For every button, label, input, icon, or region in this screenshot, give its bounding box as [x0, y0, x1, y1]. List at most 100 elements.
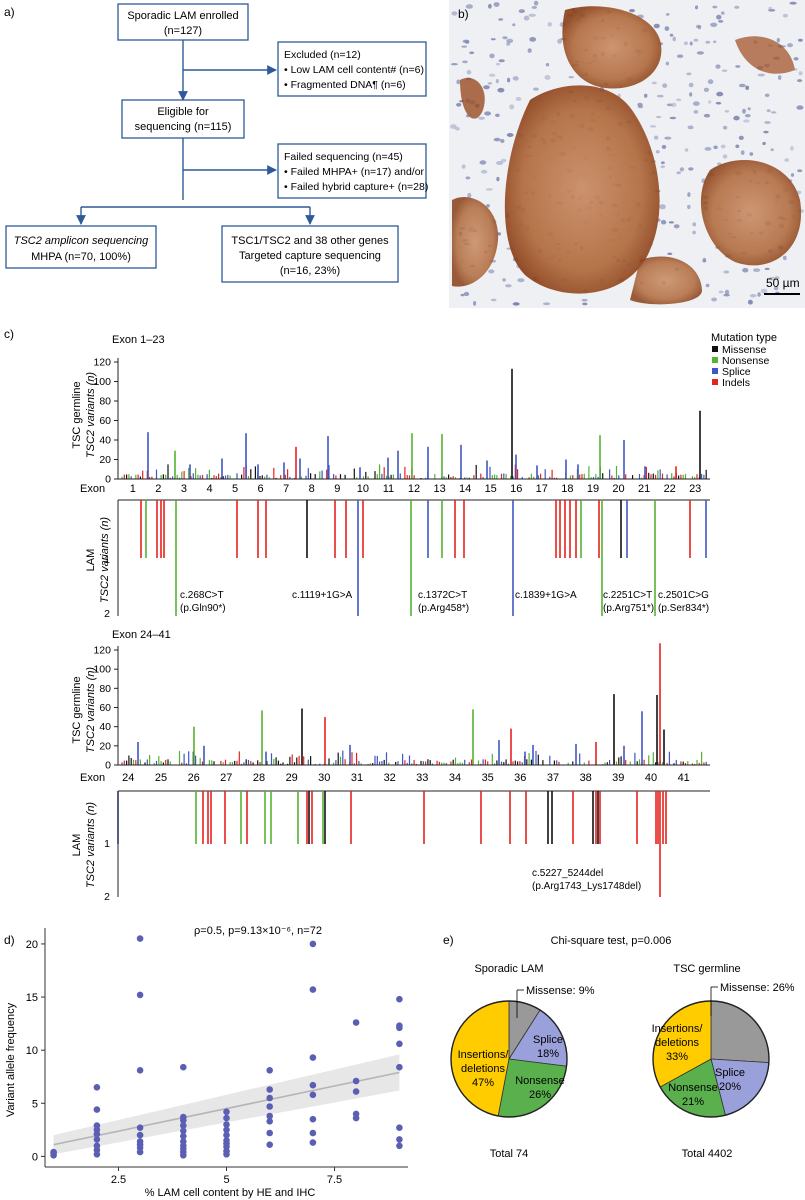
scatter-point [396, 1136, 403, 1143]
cell-nucleus [462, 39, 470, 43]
germline-y-tick-label: 40 [99, 721, 111, 733]
annotation-c2251: c.2251C>T [603, 590, 652, 601]
cell-nucleus [770, 148, 774, 152]
pie2-label-splice: Splice [715, 1067, 745, 1079]
annotation-c1119: c.1119+1G>A [292, 590, 353, 601]
capture-line-1: TSC1/TSC2 and 38 other genes [231, 235, 389, 247]
cell-nucleus [669, 33, 674, 37]
cell-nucleus [784, 158, 790, 162]
scatter-point [352, 1088, 360, 1095]
cell-nucleus [469, 51, 475, 55]
panel-a-flowchart: a) Sporadic LAM enrolled (n=127) Exclude… [4, 3, 428, 283]
cell-nucleus [544, 75, 551, 80]
cell-nucleus [668, 221, 675, 224]
pie1-label-splice: Splice [533, 1034, 563, 1046]
pie-slice [497, 1058, 567, 1118]
top-lam-ylabel-1: LAM [85, 549, 97, 572]
annotation-c1372-protein: (p.Arg458*) [418, 603, 469, 614]
enrolled-line-2: (n=127) [164, 25, 202, 37]
cell-nucleus [512, 76, 519, 81]
cell-nucleus [695, 5, 698, 10]
exon-label: 35 [482, 772, 494, 784]
cell-nucleus [705, 283, 710, 288]
cell-nucleus [456, 79, 461, 85]
cell-nucleus [672, 36, 676, 42]
germline-y-tick-label: 100 [93, 664, 111, 676]
cell-nucleus [466, 69, 472, 75]
capture-line-2: Targeted capture sequencing [239, 250, 381, 262]
scatter-point [180, 1063, 187, 1071]
cell-nucleus [506, 133, 514, 137]
bottom-germline-ylabel-1: TSC germline [71, 676, 83, 743]
cell-nucleus [716, 91, 724, 97]
scatter-point [266, 1094, 274, 1102]
lam-nodule-left [452, 196, 499, 287]
pie1-label-indels-pct: 47% [472, 1077, 494, 1089]
top-lam-tick-2: 2 [104, 608, 110, 620]
exon-label: 23 [689, 483, 701, 495]
cell-nucleus [461, 45, 468, 48]
pie1-label-nonsense-pct: 26% [529, 1089, 551, 1101]
eligible-line-2: sequencing (n=115) [135, 121, 232, 133]
cell-nucleus [451, 11, 458, 16]
excluded-line-3: • Fragmented DNA¶ (n=6) [284, 79, 406, 91]
cell-nucleus [760, 288, 768, 294]
cell-nucleus [643, 93, 648, 98]
scatter-point [136, 1131, 144, 1139]
cell-nucleus [688, 167, 694, 171]
top-annotations: c.268C>T (p.Gln90*) c.1119+1G>A c.1372C>… [180, 590, 709, 614]
cell-nucleus [473, 301, 477, 306]
cell-nucleus [692, 230, 696, 235]
exon-label: 8 [309, 483, 315, 495]
scatter-ylabel: Variant allele frequency [5, 1002, 17, 1117]
cell-nucleus [796, 105, 804, 110]
exon-label: 34 [449, 772, 461, 784]
cell-nucleus [703, 87, 710, 93]
germline-y-tick-label: 0 [105, 474, 111, 486]
cell-nucleus [533, 0, 539, 6]
exon-label: 6 [258, 483, 264, 495]
pie2-label-indels-pct: 33% [666, 1051, 688, 1063]
annotation-c5227: c.5227_5244del [532, 868, 603, 879]
scatter-point [223, 1131, 230, 1139]
pie-tsc-germline [652, 1000, 770, 1118]
cell-nucleus [757, 292, 761, 297]
exon-label: 12 [408, 483, 420, 495]
cell-nucleus [744, 114, 751, 118]
legend-label-missense: Missense [722, 344, 767, 356]
cell-nucleus [712, 5, 718, 9]
cell-nucleus [721, 69, 728, 72]
cell-nucleus [665, 13, 670, 16]
legend-label-indels: Indels [722, 377, 750, 389]
cell-nucleus [463, 291, 470, 297]
bottom-lam-tick-1: 1 [104, 838, 110, 850]
scatter-point [266, 1141, 274, 1148]
enrolled-box [117, 3, 249, 41]
top-lam-bars [140, 500, 707, 616]
cell-nucleus [542, 302, 551, 306]
scatter-point [309, 1139, 317, 1146]
cell-nucleus [708, 100, 712, 104]
pie2-label-missense: Missense: 26% [720, 982, 795, 994]
cell-nucleus [724, 289, 730, 295]
cell-nucleus [707, 79, 714, 85]
scatter-point [396, 1063, 403, 1071]
cell-nucleus [479, 160, 487, 165]
panel-d-scatter: d) ρ=0.5, p=9.13×10⁻⁶, n=72 Variant alle… [4, 925, 408, 1199]
cell-nucleus [490, 38, 496, 41]
cell-nucleus [720, 144, 726, 149]
scatter-point [309, 1091, 317, 1099]
scatter-point [352, 1110, 360, 1118]
cell-nucleus [777, 75, 782, 80]
cell-nucleus [782, 255, 787, 261]
scatter-point [223, 1108, 230, 1116]
pie1-label-splice-pct: 18% [537, 1048, 559, 1060]
exon-label: 15 [485, 483, 497, 495]
bottom-exon-axis-label: Exon [80, 772, 105, 784]
pie-total-germline: Total 4402 [682, 1148, 733, 1160]
pie2-label-nonsense: Nonsense [668, 1082, 718, 1094]
lam-nodule-top-right [735, 36, 795, 74]
excluded-line-1: Excluded (n=12) [284, 49, 361, 61]
cell-nucleus [649, 125, 657, 128]
